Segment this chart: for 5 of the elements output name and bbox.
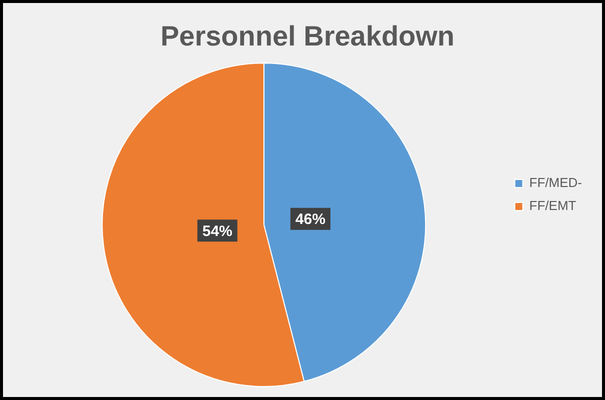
legend-label: FF/MED- — [529, 175, 582, 190]
chart-title: Personnel Breakdown — [160, 20, 455, 52]
legend-label: FF/EMT — [529, 198, 576, 214]
data-label: 54% — [202, 222, 232, 240]
data-label: 46% — [295, 211, 326, 228]
